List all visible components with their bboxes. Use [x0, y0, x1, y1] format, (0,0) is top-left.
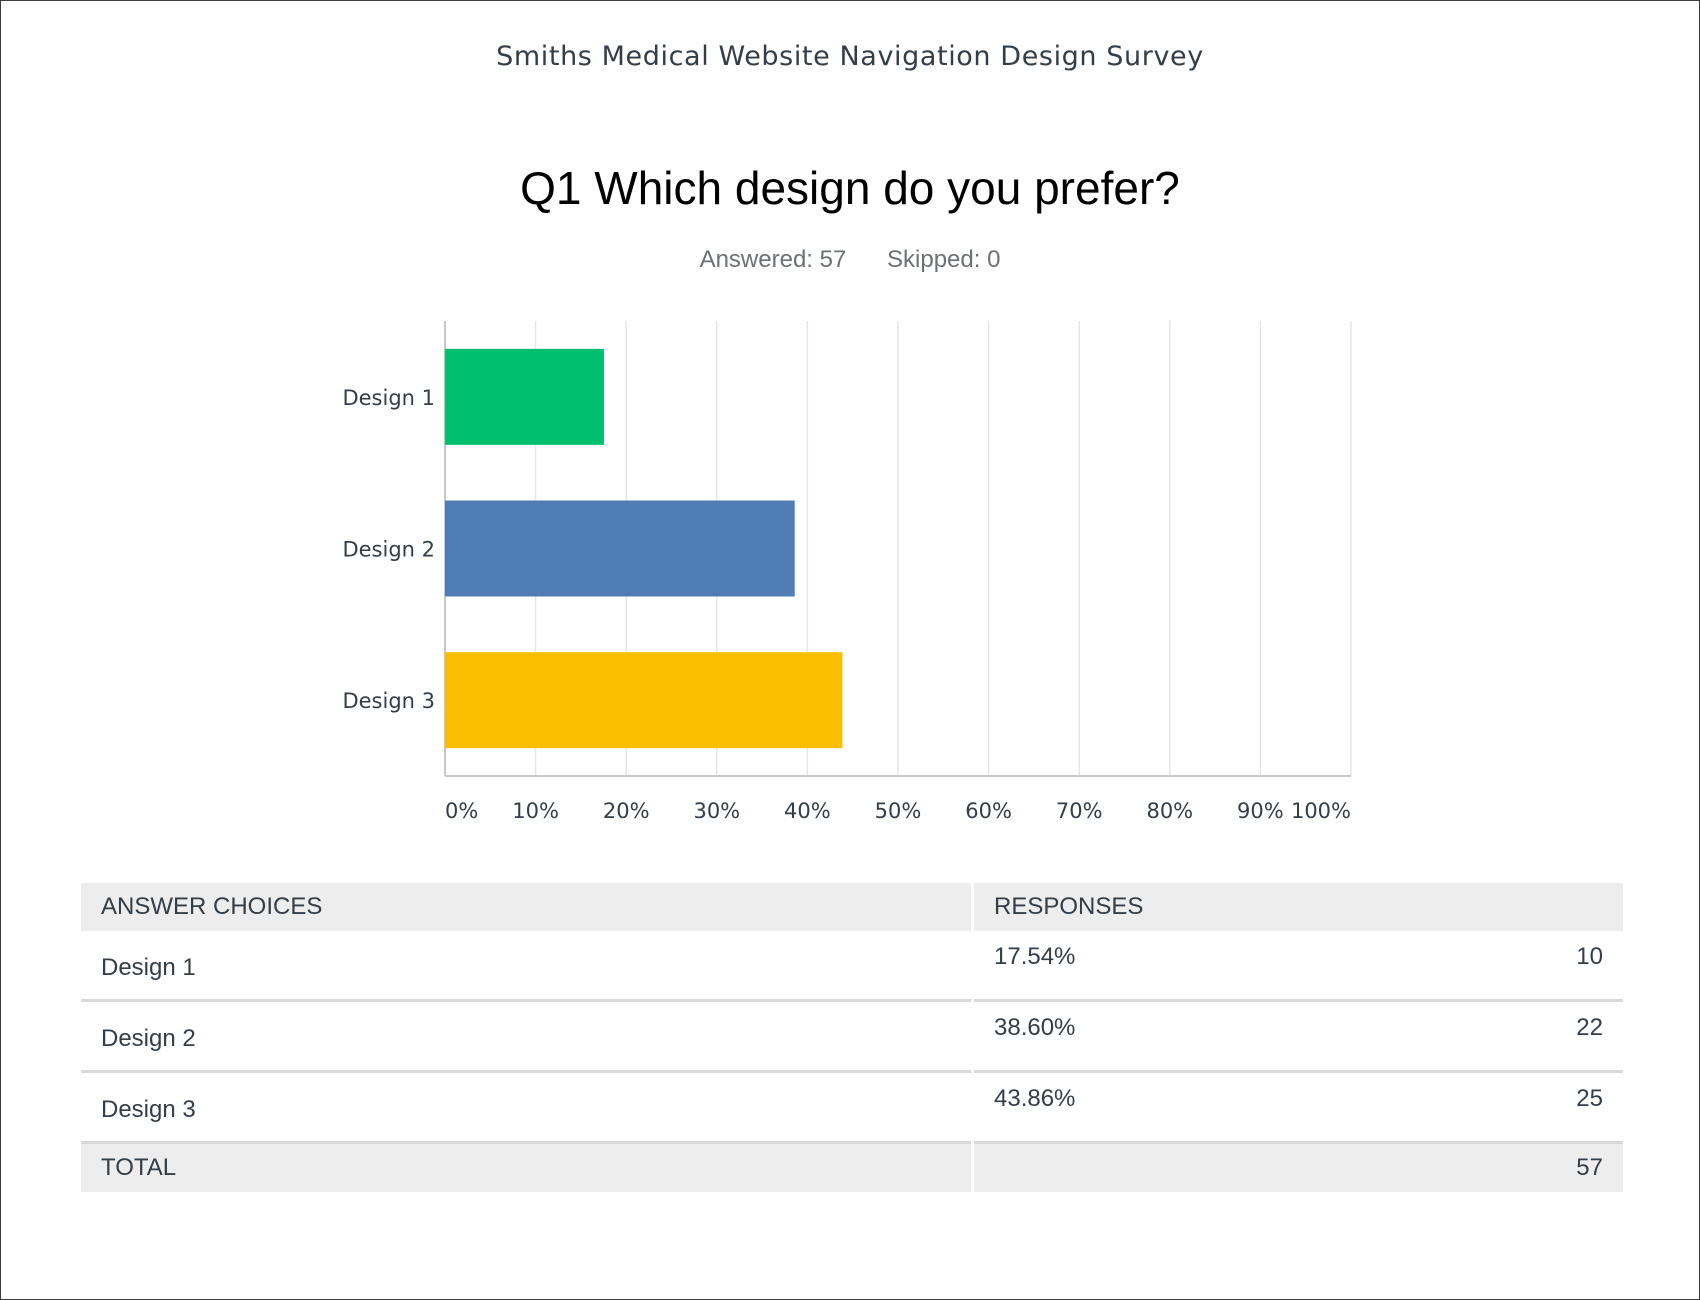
row-choice: Design 2	[81, 1002, 971, 1073]
total-response: 57	[974, 1144, 1623, 1192]
row-count: 25	[1576, 1085, 1603, 1112]
category-label: Design 3	[342, 689, 435, 713]
row-response: 17.54% 10	[974, 931, 1623, 1002]
total-count: 57	[1576, 1154, 1603, 1181]
category-label: Design 2	[342, 538, 435, 562]
bar-2	[445, 500, 795, 597]
answered-count: Answered: 57	[699, 246, 847, 273]
x-tick-label: 90%	[1237, 799, 1284, 823]
x-tick-label: 0%	[445, 799, 478, 823]
x-tick-label: 60%	[965, 799, 1012, 823]
x-tick-label: 80%	[1146, 799, 1193, 823]
x-tick-label: 40%	[784, 799, 831, 823]
table-row: Design 3 43.86% 25	[81, 1073, 1623, 1144]
survey-title: Smiths Medical Website Navigation Design…	[496, 41, 1204, 72]
bar-chart: Design 1 Design 2 Design 3 0% 10% 20% 30% 40% 50…	[342, 321, 1352, 823]
response-stats: Answered: 57 Skipped: 0	[1, 246, 1699, 274]
bar-1	[445, 348, 604, 445]
results-table: ANSWER CHOICES RESPONSES Design 1 17.54%…	[78, 883, 1626, 1192]
x-tick-label: 10%	[512, 799, 559, 823]
bar-3	[445, 652, 843, 749]
row-response: 43.86% 25	[974, 1073, 1623, 1144]
skipped-count: Skipped: 0	[887, 246, 1001, 273]
table-row: Design 1 17.54% 10	[81, 931, 1623, 1002]
row-percent: 38.60%	[994, 1014, 1076, 1041]
table-total-row: TOTAL 57	[81, 1144, 1623, 1192]
row-choice: Design 3	[81, 1073, 971, 1144]
category-label: Design 1	[342, 386, 435, 410]
x-tick-label: 70%	[1056, 799, 1103, 823]
row-count: 10	[1576, 943, 1603, 970]
x-tick-label: 20%	[603, 799, 650, 823]
row-count: 22	[1576, 1014, 1603, 1041]
row-response: 38.60% 22	[974, 1002, 1623, 1073]
total-label: TOTAL	[81, 1144, 971, 1192]
table-header-row: ANSWER CHOICES RESPONSES	[81, 883, 1623, 931]
header-responses: RESPONSES	[974, 883, 1623, 931]
question-title: Q1 Which design do you prefer?	[520, 162, 1180, 214]
row-choice: Design 1	[81, 931, 971, 1002]
row-percent: 43.86%	[994, 1085, 1076, 1112]
x-tick-label: 50%	[875, 799, 922, 823]
table-row: Design 2 38.60% 22	[81, 1002, 1623, 1073]
header-answer-choices: ANSWER CHOICES	[81, 883, 971, 931]
x-tick-label: 100%	[1291, 799, 1351, 823]
x-tick-label: 30%	[693, 799, 740, 823]
row-percent: 17.54%	[994, 943, 1076, 970]
